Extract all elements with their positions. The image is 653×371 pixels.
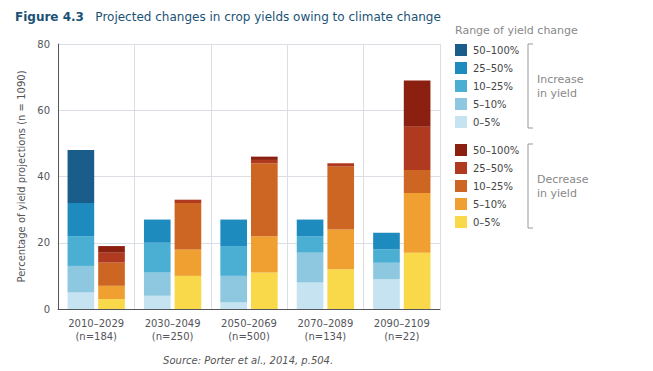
svg-text:25–50%: 25–50% xyxy=(473,63,513,74)
svg-text:(n=184): (n=184) xyxy=(75,331,117,342)
svg-text:10–25%: 10–25% xyxy=(473,181,513,192)
svg-text:2090–2109: 2090–2109 xyxy=(374,318,430,329)
svg-text:20: 20 xyxy=(37,237,50,248)
svg-text:0–5%: 0–5% xyxy=(473,217,500,228)
svg-text:(n=22): (n=22) xyxy=(384,331,419,342)
svg-text:Figure 4.3: Figure 4.3 xyxy=(15,10,84,24)
svg-text:Projected changes in crop yiel: Projected changes in crop yields owing t… xyxy=(84,10,441,24)
svg-text:in yield: in yield xyxy=(537,187,577,200)
svg-text:(n=134): (n=134) xyxy=(305,331,347,342)
svg-text:5–10%: 5–10% xyxy=(473,99,507,110)
svg-text:in yield: in yield xyxy=(537,87,577,100)
svg-text:2030–2049: 2030–2049 xyxy=(145,318,201,329)
svg-text:0–5%: 0–5% xyxy=(473,117,500,128)
svg-text:2070–2089: 2070–2089 xyxy=(297,318,353,329)
svg-text:Percentage of yield projection: Percentage of yield projections (n = 109… xyxy=(16,70,27,282)
svg-text:60: 60 xyxy=(37,105,50,116)
svg-text:Source: Porter et al., 2014, p: Source: Porter et al., 2014, p.504. xyxy=(163,355,333,366)
svg-text:25–50%: 25–50% xyxy=(473,163,513,174)
svg-text:2010–2029: 2010–2029 xyxy=(68,318,124,329)
svg-text:80: 80 xyxy=(37,39,50,50)
svg-text:10–25%: 10–25% xyxy=(473,81,513,92)
svg-text:Increase: Increase xyxy=(537,73,584,86)
svg-text:50–100%: 50–100% xyxy=(473,145,519,156)
svg-text:0: 0 xyxy=(44,304,50,315)
svg-text:Range of yield change: Range of yield change xyxy=(455,24,578,37)
svg-text:40: 40 xyxy=(37,171,50,182)
svg-text:(n=250): (n=250) xyxy=(152,331,194,342)
svg-text:2050–2069: 2050–2069 xyxy=(221,318,277,329)
svg-text:50–100%: 50–100% xyxy=(473,45,519,56)
svg-text:5–10%: 5–10% xyxy=(473,199,507,210)
svg-text:Decrease: Decrease xyxy=(537,173,589,186)
svg-text:(n=500): (n=500) xyxy=(228,331,270,342)
